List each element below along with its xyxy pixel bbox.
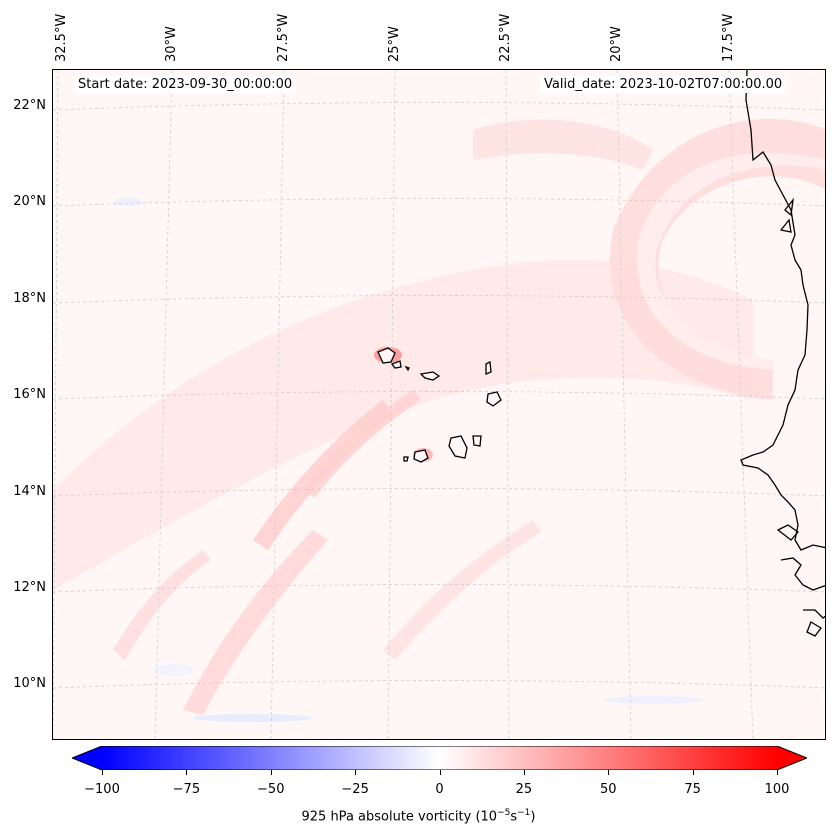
colorbar-label: 925 hPa absolute vorticity (10−5s−1) xyxy=(0,808,837,824)
colorbar-tick-label: 100 xyxy=(764,782,790,797)
colorbar xyxy=(72,746,807,770)
colorbar-tick-mark xyxy=(523,770,525,775)
island-fogo xyxy=(413,449,429,463)
lon-label-22-5w: 22.5°W xyxy=(498,13,513,62)
island-santa-luzia xyxy=(404,365,410,372)
lon-label-32-5w: 32.5°W xyxy=(54,13,69,62)
colorbar-tick-mark xyxy=(186,770,188,775)
colorbar-tick-mark xyxy=(102,770,103,775)
colorbar-tick-label: 75 xyxy=(684,782,701,797)
lat-label-20n: 20°N xyxy=(13,194,46,209)
colorbar-tick-label: 25 xyxy=(515,782,533,797)
island-sao-vicente xyxy=(390,360,402,369)
colorbar-label-exp1: −5 xyxy=(497,808,511,818)
island-brava xyxy=(403,456,409,462)
vorticity-map xyxy=(53,70,825,739)
colorbar-tick-mark xyxy=(608,770,610,775)
colorbar-tick-label: −50 xyxy=(257,782,285,797)
start-date-label: Start date: 2023-09-30_00:00:00 xyxy=(74,76,297,93)
colorbar-label-prefix: 925 hPa absolute vorticity (10 xyxy=(301,809,498,825)
island-santo-antao xyxy=(377,347,396,364)
island-sal xyxy=(485,360,492,375)
colorbar-tick-mark xyxy=(777,770,778,775)
colorbar-tick-label: −100 xyxy=(84,782,120,797)
cape-verde-islands xyxy=(377,347,502,463)
colorbar-gradient xyxy=(102,746,777,770)
colorbar-label-exp2: −1 xyxy=(517,808,531,818)
valid-date-label: Valid_date: 2023-10-02T07:00:00.00 xyxy=(540,76,787,93)
colorbar-tick-label: 50 xyxy=(599,782,617,797)
lat-label-10n: 10°N xyxy=(13,676,46,691)
lat-label-18n: 18°N xyxy=(13,291,46,306)
island-santiago xyxy=(448,435,468,459)
island-maio xyxy=(472,435,482,447)
colorbar-label-mid: s xyxy=(510,809,518,825)
lon-label-17-5w: 17.5°W xyxy=(721,13,736,62)
lon-label-25w: 25°W xyxy=(387,26,402,62)
gridlines xyxy=(53,70,825,739)
colorbar-tick-label: −25 xyxy=(341,782,369,797)
map-panel xyxy=(52,69,826,740)
lon-label-20w: 20°W xyxy=(609,26,624,62)
colorbar-tick-mark xyxy=(355,770,357,775)
vorticity-field xyxy=(53,70,825,739)
colorbar-tick-mark xyxy=(692,770,694,775)
lat-label-14n: 14°N xyxy=(13,484,46,499)
colorbar-tick-label: 0 xyxy=(435,782,444,797)
colorbar-label-suffix: ) xyxy=(530,809,536,825)
colorbar-tick-mark xyxy=(439,770,441,775)
lat-label-12n: 12°N xyxy=(13,580,46,595)
island-boa-vista xyxy=(486,391,502,407)
colorbar-min-extend xyxy=(72,746,102,770)
colorbar-tick-label: −75 xyxy=(172,782,201,797)
lon-label-30w: 30°W xyxy=(164,26,179,62)
colorbar-max-extend xyxy=(777,746,807,770)
lat-label-22n: 22°N xyxy=(13,98,46,113)
coastline xyxy=(740,70,825,637)
island-sao-nicolau xyxy=(419,371,441,381)
lon-label-27-5w: 27.5°W xyxy=(276,13,291,62)
colorbar-tick-mark xyxy=(270,770,272,775)
lat-label-16n: 16°N xyxy=(13,387,46,402)
